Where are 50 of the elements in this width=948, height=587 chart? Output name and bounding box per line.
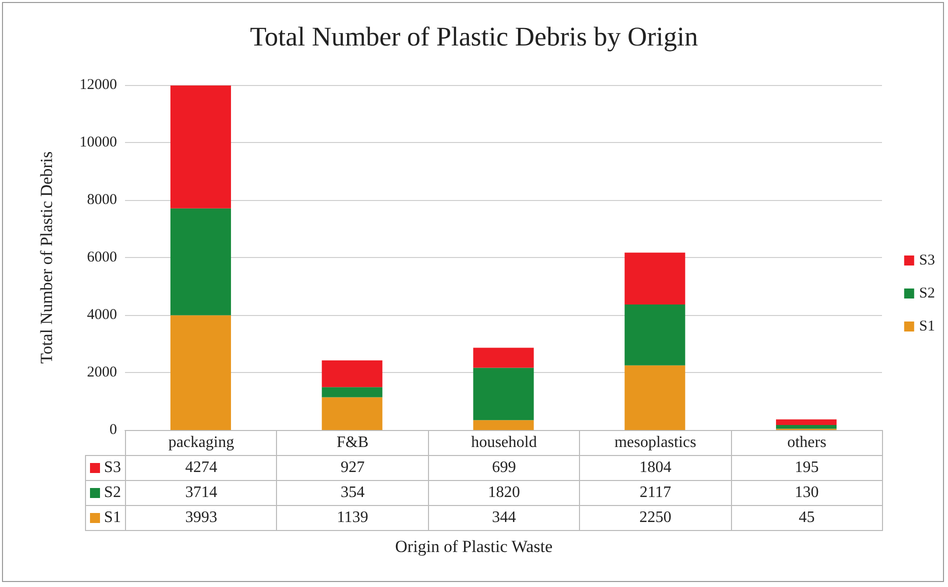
data-label: 1804 xyxy=(580,456,732,480)
bar xyxy=(473,368,534,420)
x-tick-label: household xyxy=(428,430,580,456)
bar xyxy=(624,304,686,366)
bar xyxy=(624,252,686,304)
y-tick-label: 2000 xyxy=(87,364,117,380)
legend-label: S2 xyxy=(104,484,121,501)
text: S1 xyxy=(104,509,121,526)
data-label: 699 xyxy=(428,456,580,480)
bar xyxy=(322,397,382,430)
y-axis-title: Total Number of Plastic Debris xyxy=(37,151,56,364)
x-tick-label: F&B xyxy=(276,430,428,456)
data-label: 2117 xyxy=(580,480,732,506)
y-tick-label: 8000 xyxy=(87,192,117,208)
legend-label: S1 xyxy=(919,318,935,334)
data-label: 3993 xyxy=(126,506,277,530)
text: S2 xyxy=(919,286,935,302)
x-tick-label: others xyxy=(731,430,882,456)
x-tick-label: mesoplastics xyxy=(580,430,732,456)
bar xyxy=(473,348,534,368)
data-label: 195 xyxy=(731,456,882,480)
data-label: 927 xyxy=(276,456,428,480)
data-label: 354 xyxy=(276,480,428,506)
y-tick-label: 6000 xyxy=(87,250,117,266)
chart-title: Total Number of Plastic Debris by Origin xyxy=(250,22,699,52)
data-label: 4274 xyxy=(126,456,277,480)
bar xyxy=(776,424,837,429)
y-tick-label: 4000 xyxy=(87,307,117,323)
y-tick-label: 0 xyxy=(110,422,117,438)
data-label: 2250 xyxy=(580,506,732,530)
y-tick-label: 12000 xyxy=(80,77,117,93)
text: S3 xyxy=(919,252,935,268)
data-label: 130 xyxy=(731,480,882,506)
bar xyxy=(170,208,231,316)
bar xyxy=(776,419,837,425)
data-label: 344 xyxy=(428,506,580,530)
legend-label: S3 xyxy=(104,459,121,476)
bar xyxy=(322,360,382,388)
bar xyxy=(170,315,231,430)
bar xyxy=(322,387,382,398)
data-label: 1820 xyxy=(428,480,580,506)
text: Origin of Plastic Waste xyxy=(395,537,553,556)
bar xyxy=(170,86,231,208)
data-label: 45 xyxy=(731,506,882,530)
x-tick-label: packaging xyxy=(126,430,277,456)
bar xyxy=(624,365,686,430)
y-tick-label: 10000 xyxy=(80,134,117,150)
data-label: 1139 xyxy=(276,506,428,530)
bar xyxy=(473,420,534,430)
data-label: 3714 xyxy=(126,480,277,506)
